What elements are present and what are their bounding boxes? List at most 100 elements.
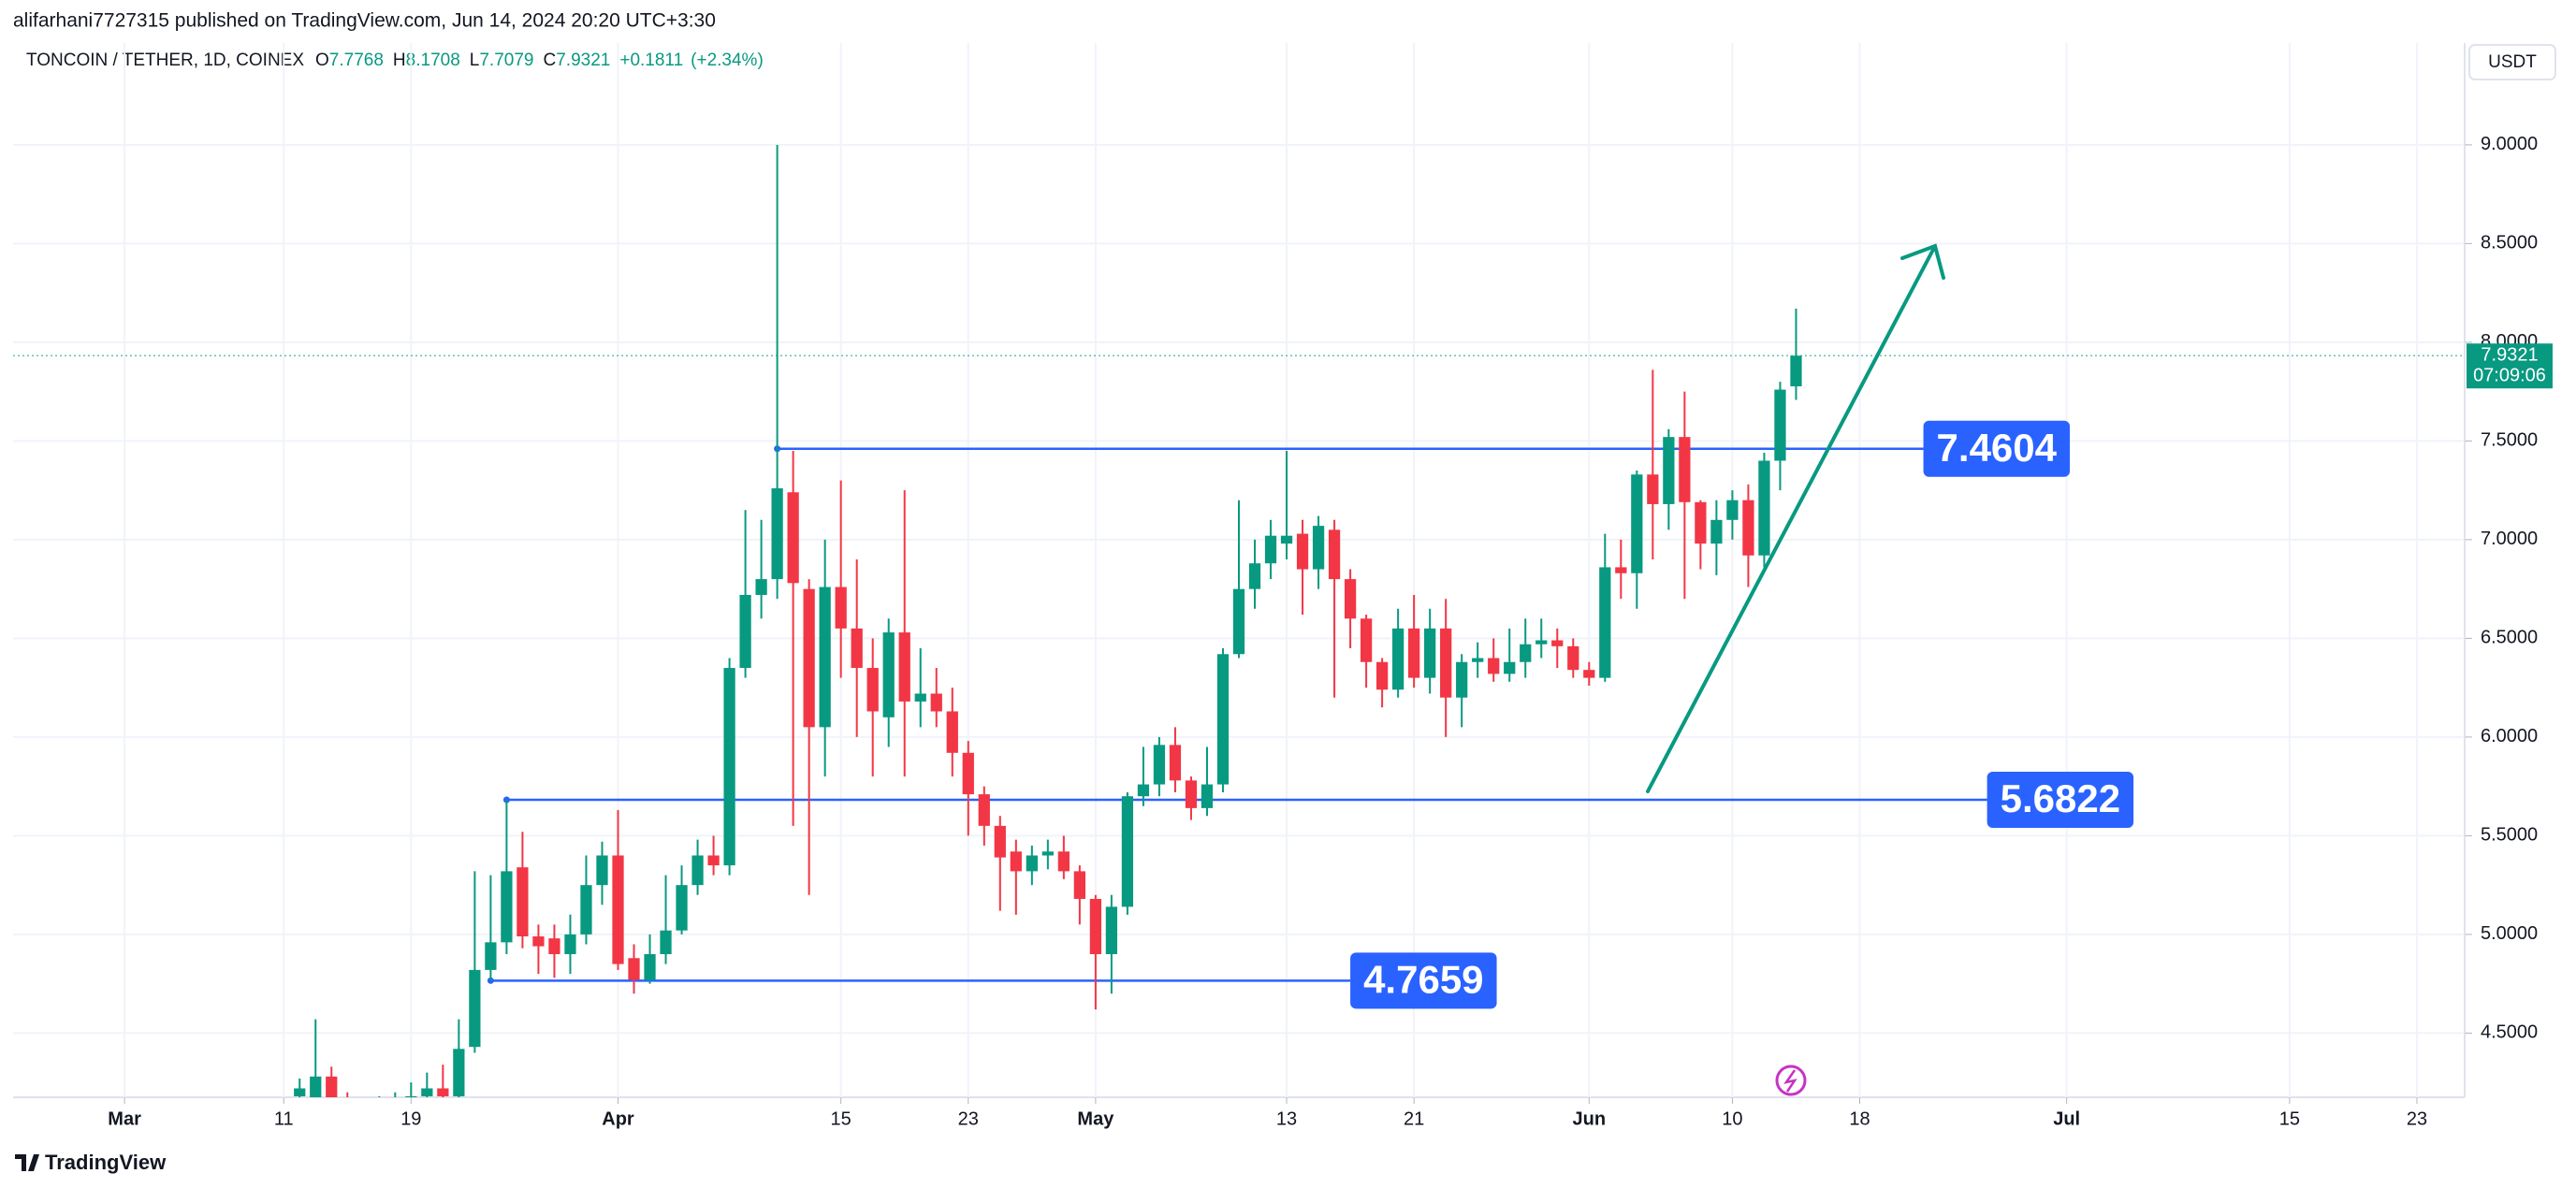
candle-body [294,1088,306,1096]
level-label: 5.6822 [2001,776,2120,820]
x-tick-label: 21 [1404,1108,1424,1129]
candle-body [1169,745,1182,781]
candle-body [1424,628,1436,678]
candle-body [1026,855,1038,872]
candle-body [644,954,656,980]
candle-body [660,930,672,955]
grid [13,43,2465,1097]
candle-body [771,488,783,580]
high-label: H [393,51,406,70]
brand-name: TradingView [45,1151,167,1174]
candle-body [1312,526,1325,570]
currency[interactable]: USDT [2488,52,2537,72]
candle-body [1726,500,1739,520]
candle-body [532,936,545,947]
x-tick-label: 23 [2407,1108,2427,1129]
candle-body [819,587,831,728]
y-tick-label: 5.5000 [2481,825,2538,846]
y-tick-label: 6.5000 [2481,628,2538,648]
open-label: O [315,51,329,70]
candle-body [1440,628,1452,698]
candle-body [1360,618,1373,662]
y-tick-label: 5.0000 [2481,923,2538,944]
candle-body [1344,579,1357,619]
candle-body [1041,851,1054,856]
change-percent: (+2.34%) [691,51,764,70]
level-label: 7.4604 [1937,426,2058,470]
high-value: 8.1708 [406,51,460,70]
candles [294,144,1802,1097]
candle-body [1328,529,1341,580]
candle-body [1647,474,1659,504]
x-tick-label: 23 [958,1108,979,1129]
last-price-label: 7.9321 [2481,344,2538,365]
x-tick-label: Jun [1573,1108,1607,1129]
alert-bolt [1783,1069,1797,1093]
low-label: L [470,51,480,70]
brand-logo [15,1154,39,1171]
open-value: 7.7768 [329,51,384,70]
candle-body [1185,780,1198,808]
candle-body [1392,628,1404,690]
candle-body [485,942,497,970]
candle-body [310,1076,322,1097]
alert-icon [1775,1065,1807,1096]
candle-body [1456,661,1468,698]
candle-body [1232,588,1245,655]
candle-body [739,594,751,669]
candle-body [994,825,1006,858]
candle-body [882,632,895,717]
candle-body [1296,533,1309,570]
candle-body [1710,519,1723,544]
axes: 4.5000 5.0000 5.5000 6.0000 6.5000 7.0000 7.50… [108,134,2553,1129]
candle-body [421,1088,433,1096]
brand: TradingView [15,1151,167,1174]
trend-arrow [1646,243,1945,793]
candle-body [755,579,767,595]
levels [13,355,2465,984]
candle-body [1790,355,1802,386]
candle-body [898,632,910,702]
candle-body [676,885,688,931]
low-value: 7.7079 [479,51,533,70]
candle-body [580,885,592,934]
candle-body [1248,563,1261,589]
candle-body [707,855,720,866]
y-tick-label: 7.5000 [2481,430,2538,451]
candle-body [1520,644,1532,662]
arrow-head [1900,243,1945,280]
x-tick-label: 15 [2279,1108,2300,1129]
candle-body [1105,906,1118,955]
candle-body [1089,898,1102,955]
candle-body [978,794,990,826]
candle-body [1010,851,1022,872]
x-tick-label: 10 [1722,1108,1742,1129]
symbol: TONCOIN / TETHER, 1D, COINEX [26,51,304,70]
candle-body [1504,661,1516,674]
candle-body [914,693,926,702]
candle-body [866,668,879,712]
published-line: alifarhani7727315 published on TradingVi… [13,10,716,32]
candle-body [437,1088,449,1096]
x-tick-label: 13 [1276,1108,1297,1129]
level-label-box [1350,952,1497,1009]
candle-body [596,855,608,886]
x-tick-label: Jul [2053,1108,2080,1129]
x-tick-label: 19 [400,1108,421,1129]
x-tick-label: 15 [831,1108,851,1129]
candle-body [1695,501,1707,544]
candle-body [564,934,576,955]
candle-body [628,958,640,980]
candle-body [1631,474,1643,573]
candle-body [1615,567,1627,573]
close-value: 7.9321 [556,51,610,70]
x-tick-label: Apr [602,1108,634,1129]
candle-body [1774,389,1786,461]
candle-body [1599,567,1611,678]
candle-body [453,1049,465,1096]
y-tick-label: 9.0000 [2481,134,2538,154]
candle-body [946,711,958,753]
currency-button[interactable] [2468,44,2556,80]
candle-body [1679,437,1691,502]
